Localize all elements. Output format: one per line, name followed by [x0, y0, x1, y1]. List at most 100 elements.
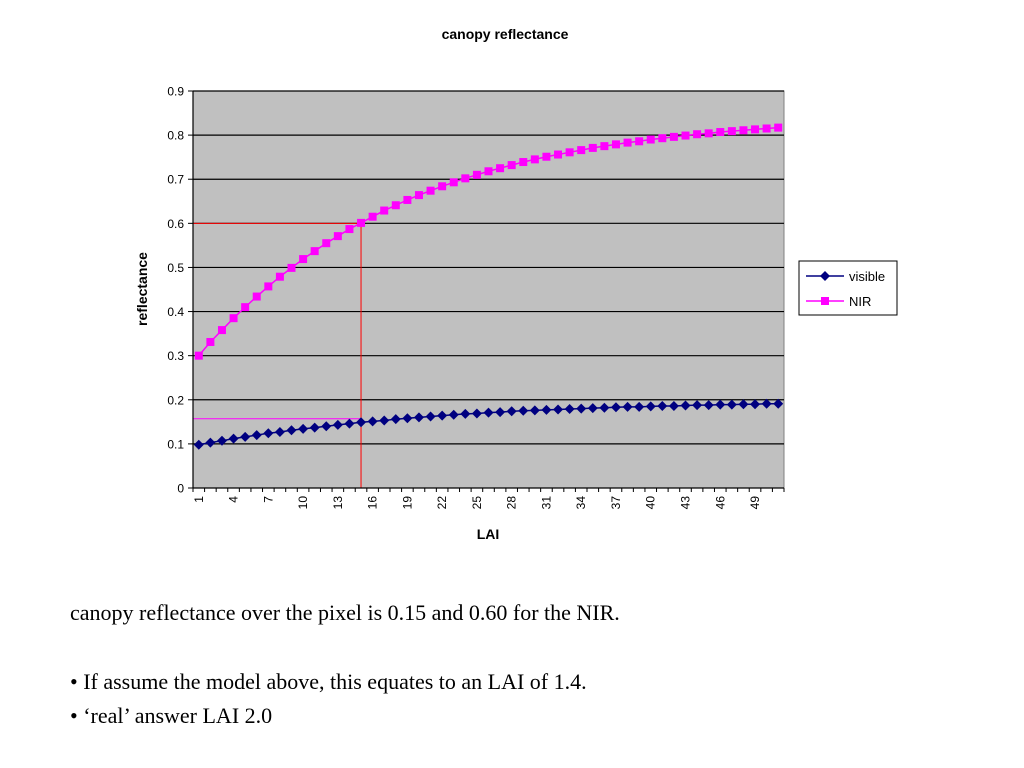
nir-point — [646, 135, 655, 144]
nir-point — [194, 351, 203, 360]
nir-point — [507, 161, 516, 170]
nir-point — [704, 129, 713, 138]
nir-point — [635, 137, 644, 146]
visible-point — [738, 399, 749, 410]
visible-point — [228, 433, 239, 444]
x-tick-label: 1 — [192, 496, 206, 503]
nir-point — [519, 158, 528, 167]
visible-point — [344, 418, 355, 429]
reference-lines — [193, 222, 362, 488]
x-tick-label: 43 — [679, 496, 693, 510]
nir-point — [391, 201, 400, 210]
nir-point — [414, 191, 423, 200]
visible-point — [425, 411, 436, 422]
y-tick-label: 0.8 — [167, 129, 184, 143]
visible-point — [356, 417, 367, 428]
visible-point — [309, 422, 320, 433]
x-tick-label: 16 — [366, 496, 380, 510]
visible-point — [263, 428, 274, 439]
x-tick-label: 7 — [261, 496, 275, 503]
visible-point — [495, 407, 506, 418]
visible-point — [599, 402, 610, 413]
x-tick-label: 49 — [748, 496, 762, 510]
nir-point — [206, 337, 215, 346]
y-axis-label: reflectance — [134, 252, 150, 326]
y-tick-label: 0.2 — [167, 393, 184, 407]
visible-point — [715, 399, 726, 410]
legend: visible NIR — [798, 260, 898, 316]
data-series — [193, 123, 784, 450]
visible-point — [379, 415, 390, 426]
x-tick-label: 31 — [539, 496, 553, 510]
visible-point — [622, 401, 633, 412]
visible-point — [286, 425, 297, 436]
nir-point — [438, 182, 447, 191]
chart-title: canopy reflectance — [442, 26, 569, 42]
axes — [188, 90, 785, 492]
nir-point — [264, 282, 273, 291]
visible-point — [506, 406, 517, 417]
y-tick-labels: 0 0.1 0.2 0.3 0.4 0.5 0.6 0.7 0.8 0.9 — [167, 85, 184, 496]
y-tick-label: 0.5 — [167, 261, 184, 275]
nir-point — [357, 218, 366, 227]
y-tick-label: 0.7 — [167, 173, 184, 187]
y-tick-label: 0.4 — [167, 305, 184, 319]
bullet-real-lai: • ‘real’ answer LAI 2.0 — [70, 703, 273, 728]
visible-point — [518, 405, 529, 416]
visible-point — [553, 404, 564, 415]
nir-point — [751, 125, 760, 134]
nir-point — [588, 143, 597, 152]
visible-point — [750, 399, 761, 410]
y-tick-label: 0 — [177, 482, 184, 496]
x-tick-label: 37 — [609, 496, 623, 510]
visible-point — [274, 426, 285, 437]
visible-point — [193, 439, 204, 450]
visible-point — [251, 430, 262, 441]
nir-point — [542, 152, 551, 161]
visible-point — [321, 421, 332, 432]
x-tick-label: 28 — [505, 496, 519, 510]
x-axis-label: LAI — [477, 526, 500, 542]
nir-point — [449, 178, 458, 187]
visible-point — [390, 414, 401, 425]
nir-point — [693, 130, 702, 139]
nir-point — [275, 272, 284, 281]
nir-point — [577, 146, 586, 155]
visible-point — [634, 401, 645, 412]
canopy-reflectance-chart: canopy reflectance 0 0.1 0.2 0.3 0.4 0.5 0.6 0.… — [134, 26, 898, 542]
nir-point — [229, 314, 238, 323]
x-tick-label: 10 — [296, 496, 310, 510]
legend-visible-label: visible — [849, 269, 885, 284]
nir-point — [287, 263, 296, 272]
nir-point — [368, 212, 377, 221]
nir-point — [426, 186, 435, 195]
visible-point — [726, 399, 737, 410]
legend-box — [798, 260, 898, 316]
nir-point — [345, 225, 354, 234]
y-tick-label: 0.9 — [167, 85, 184, 99]
nir-point — [217, 326, 226, 335]
visible-point — [680, 400, 691, 411]
x-tick-label: 40 — [644, 496, 658, 510]
nir-point — [611, 140, 620, 149]
visible-point — [483, 407, 494, 418]
plot-area — [192, 90, 785, 489]
visible-point — [471, 408, 482, 419]
visible-point — [298, 423, 309, 434]
nir-point — [252, 292, 261, 301]
nir-point — [774, 123, 783, 132]
legend-visible-marker — [820, 271, 830, 281]
nir-point — [681, 131, 690, 140]
bullet-model-lai: • If assume the model above, this equate… — [70, 669, 587, 694]
x-tick-label: 22 — [435, 496, 449, 510]
visible-point — [448, 409, 459, 420]
nir-point — [380, 206, 389, 215]
nir-point — [461, 174, 470, 183]
visible-point — [773, 398, 784, 409]
visible-point — [437, 410, 448, 421]
visible-point — [761, 398, 772, 409]
x-tick-label: 46 — [713, 496, 727, 510]
nir-point — [554, 150, 563, 159]
visible-point — [205, 437, 216, 448]
x-tick-label: 13 — [331, 496, 345, 510]
